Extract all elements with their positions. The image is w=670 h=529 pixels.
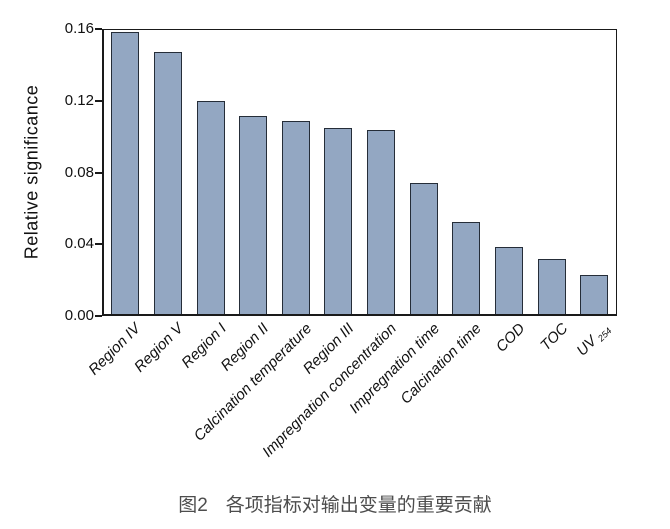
y-tick-mark	[95, 172, 102, 174]
bar	[538, 259, 566, 314]
x-tick-label: Region IV	[85, 320, 145, 379]
bar	[154, 52, 182, 314]
y-tick-mark	[95, 100, 102, 102]
y-tick-label: 0.16	[64, 20, 94, 37]
y-tick-mark	[95, 243, 102, 245]
bar	[239, 116, 267, 314]
plot-area	[102, 29, 617, 316]
x-tick-label: COD	[492, 320, 529, 356]
x-tick-label: TOC	[536, 320, 572, 355]
x-tick-label: UV254	[573, 325, 614, 360]
y-tick-label: 0.00	[64, 307, 94, 324]
bar	[580, 275, 608, 314]
bar	[111, 32, 139, 314]
y-tick-label: 0.08	[64, 164, 94, 181]
bar	[282, 121, 310, 314]
bar	[324, 128, 352, 314]
bar	[367, 130, 395, 314]
y-tick-label: 0.12	[64, 92, 94, 109]
x-tick-label-subscript: 254	[596, 325, 614, 344]
bar	[495, 247, 523, 314]
y-tick-mark	[95, 28, 102, 30]
bar	[452, 222, 480, 314]
bar	[410, 183, 438, 314]
bar	[197, 101, 225, 314]
figure-number-label: 图2	[178, 495, 208, 516]
y-tick-label: 0.04	[64, 235, 94, 252]
y-tick-mark	[95, 315, 102, 317]
figure-caption: 图2 各项指标对输出变量的重要贡献	[0, 490, 670, 517]
figure-caption-text: 各项指标对输出变量的重要贡献	[225, 495, 492, 516]
